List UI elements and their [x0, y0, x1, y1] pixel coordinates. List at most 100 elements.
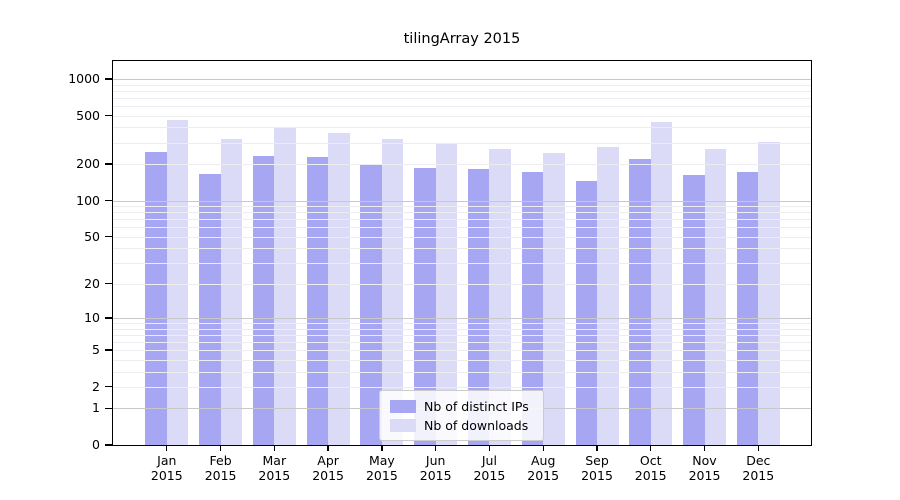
- gridline: [113, 212, 811, 214]
- bar-downloads-aug: [543, 153, 565, 445]
- y-tick-mark: [105, 407, 113, 409]
- y-tick-label: 20: [84, 275, 100, 291]
- y-tick-mark: [105, 236, 113, 238]
- x-tick-label-sep: Sep 2015: [581, 453, 613, 483]
- gridline: [113, 386, 811, 388]
- x-tick-mark: [757, 445, 759, 451]
- x-tick-label-feb: Feb 2015: [204, 453, 237, 483]
- gridline: [113, 106, 811, 107]
- plot-area: Nb of distinct IPs Nb of downloads: [112, 60, 812, 446]
- y-tick-mark: [105, 444, 113, 446]
- gridline: [113, 341, 811, 343]
- y-tick-mark: [105, 199, 113, 202]
- gridline: [113, 248, 811, 250]
- x-tick-label-jan: Jan 2015: [150, 453, 183, 483]
- bar-downloads-jul: [489, 149, 511, 445]
- bar-downloads-mar: [274, 128, 296, 445]
- legend-row-downloads: Nb of downloads: [380, 418, 543, 433]
- x-tick-mark: [650, 445, 652, 451]
- y-tick-label: 0: [92, 437, 100, 452]
- bar-downloads-oct: [650, 121, 673, 445]
- gridline: [113, 127, 811, 129]
- bar-downloads-sep: [597, 147, 619, 445]
- bar-downloads-feb: [220, 139, 243, 445]
- bar-downloads-may: [381, 138, 404, 445]
- x-tick-mark: [273, 445, 275, 451]
- gridline: [113, 318, 811, 319]
- gridline: [113, 206, 811, 207]
- gridline: [113, 97, 811, 99]
- bar-distinct-ips-jan: [145, 152, 167, 445]
- gridline: [113, 334, 811, 336]
- x-tick-label-jun: Jun 2015: [419, 453, 452, 483]
- gridline: [113, 323, 811, 324]
- gridline: [113, 359, 811, 361]
- x-tick-label-may: May 2015: [365, 453, 398, 483]
- legend-label-distinct-ips: Nb of distinct IPs: [424, 398, 529, 414]
- gridline: [113, 219, 811, 221]
- x-tick-mark: [219, 445, 222, 451]
- x-tick-label-apr: Apr 2015: [312, 453, 344, 483]
- y-tick-mark: [105, 349, 113, 351]
- bar-downloads-jan: [166, 119, 189, 445]
- legend-swatch-distinct-ips: [390, 399, 416, 413]
- y-tick-label: 500: [76, 107, 100, 123]
- x-tick-mark: [542, 445, 544, 451]
- gridline: [113, 350, 811, 352]
- gridline: [113, 115, 811, 117]
- y-tick-label: 1000: [68, 70, 100, 86]
- bar-downloads-apr: [328, 132, 350, 445]
- bar-distinct-ips-sep: [575, 180, 597, 445]
- bar-downloads-dec: [758, 141, 780, 445]
- y-tick-label: 200: [76, 156, 100, 171]
- y-tick-mark: [105, 114, 113, 117]
- gridline: [113, 328, 811, 330]
- x-tick-label-mar: Mar 2015: [258, 453, 291, 483]
- bar-distinct-ips-jul: [467, 169, 490, 445]
- gridline: [113, 200, 811, 202]
- x-tick-label-aug: Aug 2015: [527, 453, 560, 483]
- gridline: [113, 227, 811, 229]
- y-tick-mark: [105, 283, 113, 285]
- legend-row-distinct-ips: Nb of distinct IPs: [380, 399, 543, 414]
- gridline: [113, 164, 811, 165]
- chart-title: tilingArray 2015: [403, 31, 521, 47]
- x-tick-label-nov: Nov 2015: [688, 453, 721, 483]
- bar-downloads-nov: [704, 149, 726, 445]
- x-tick-mark: [488, 445, 491, 451]
- x-tick-label-dec: Dec 2015: [742, 453, 775, 483]
- y-tick-label: 10: [84, 310, 100, 325]
- bar-distinct-ips-aug: [521, 171, 544, 445]
- legend: Nb of distinct IPs Nb of downloads: [379, 390, 544, 441]
- bar-downloads-jun: [435, 142, 458, 445]
- x-tick-label-jul: Jul 2015: [473, 453, 506, 483]
- legend-label-downloads: Nb of downloads: [424, 417, 529, 433]
- bar-distinct-ips-oct: [629, 159, 651, 445]
- gridline: [113, 236, 811, 238]
- x-tick-mark: [381, 445, 383, 451]
- x-tick-mark: [596, 445, 598, 451]
- bar-distinct-ips-apr: [306, 156, 329, 445]
- y-tick-mark: [105, 317, 113, 319]
- y-tick-label: 2: [92, 378, 100, 394]
- x-tick-mark: [327, 445, 329, 451]
- bar-distinct-ips-nov: [683, 174, 705, 445]
- x-tick-mark: [435, 445, 437, 451]
- y-tick-label: 5: [92, 342, 100, 358]
- x-tick-mark: [166, 445, 168, 451]
- y-tick-mark: [105, 386, 113, 388]
- y-tick-mark: [105, 78, 113, 80]
- bar-distinct-ips-mar: [252, 156, 275, 445]
- gridline: [113, 142, 811, 144]
- y-tick-mark: [105, 163, 113, 165]
- gridline: [113, 78, 811, 80]
- y-tick-label: 100: [76, 192, 100, 208]
- bar-distinct-ips-feb: [199, 174, 221, 445]
- gridline: [113, 371, 811, 373]
- x-tick-label-oct: Oct 2015: [634, 453, 667, 483]
- bar-distinct-ips-dec: [736, 172, 759, 445]
- gridline: [113, 90, 811, 92]
- legend-swatch-downloads: [390, 418, 416, 432]
- y-tick-label: 50: [84, 228, 100, 244]
